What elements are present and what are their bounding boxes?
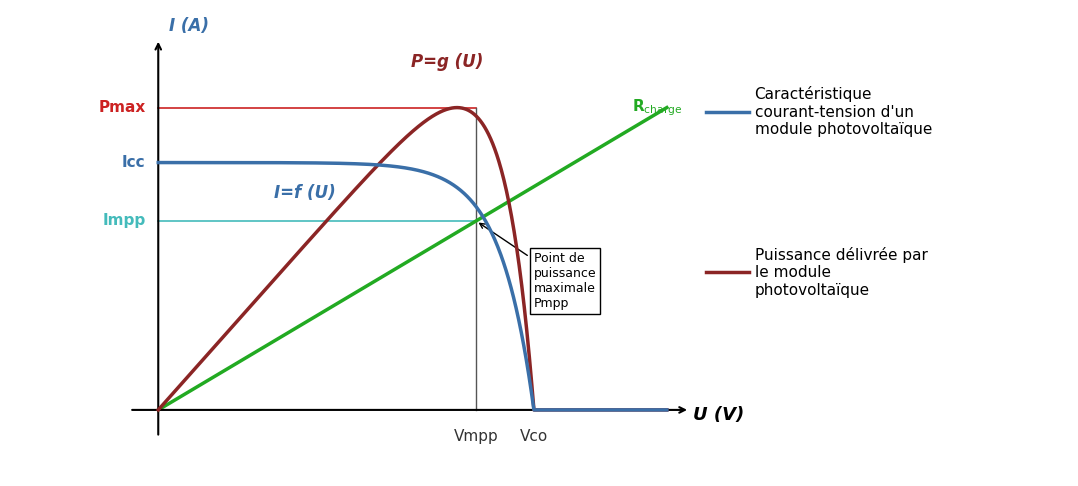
Text: Point de
puissance
maximale
Pmpp: Point de puissance maximale Pmpp [480,224,596,310]
Text: R$_\mathsf{charge}$: R$_\mathsf{charge}$ [632,97,682,118]
Text: Vco: Vco [520,429,548,444]
Text: Caractéristique
courant-tension d'un
module photovoltaïque: Caractéristique courant-tension d'un mod… [755,87,932,137]
Text: Pmax: Pmax [98,100,146,115]
Text: I (A): I (A) [168,17,209,35]
Text: I=f (U): I=f (U) [274,185,335,203]
Text: Icc: Icc [122,155,146,170]
Text: U (V): U (V) [693,406,744,424]
Text: P=g (U): P=g (U) [411,52,483,70]
Text: Puissance délivrée par
le module
photovoltaïque: Puissance délivrée par le module photovo… [755,247,927,297]
Text: Impp: Impp [102,213,146,228]
Text: Vmpp: Vmpp [454,429,498,444]
